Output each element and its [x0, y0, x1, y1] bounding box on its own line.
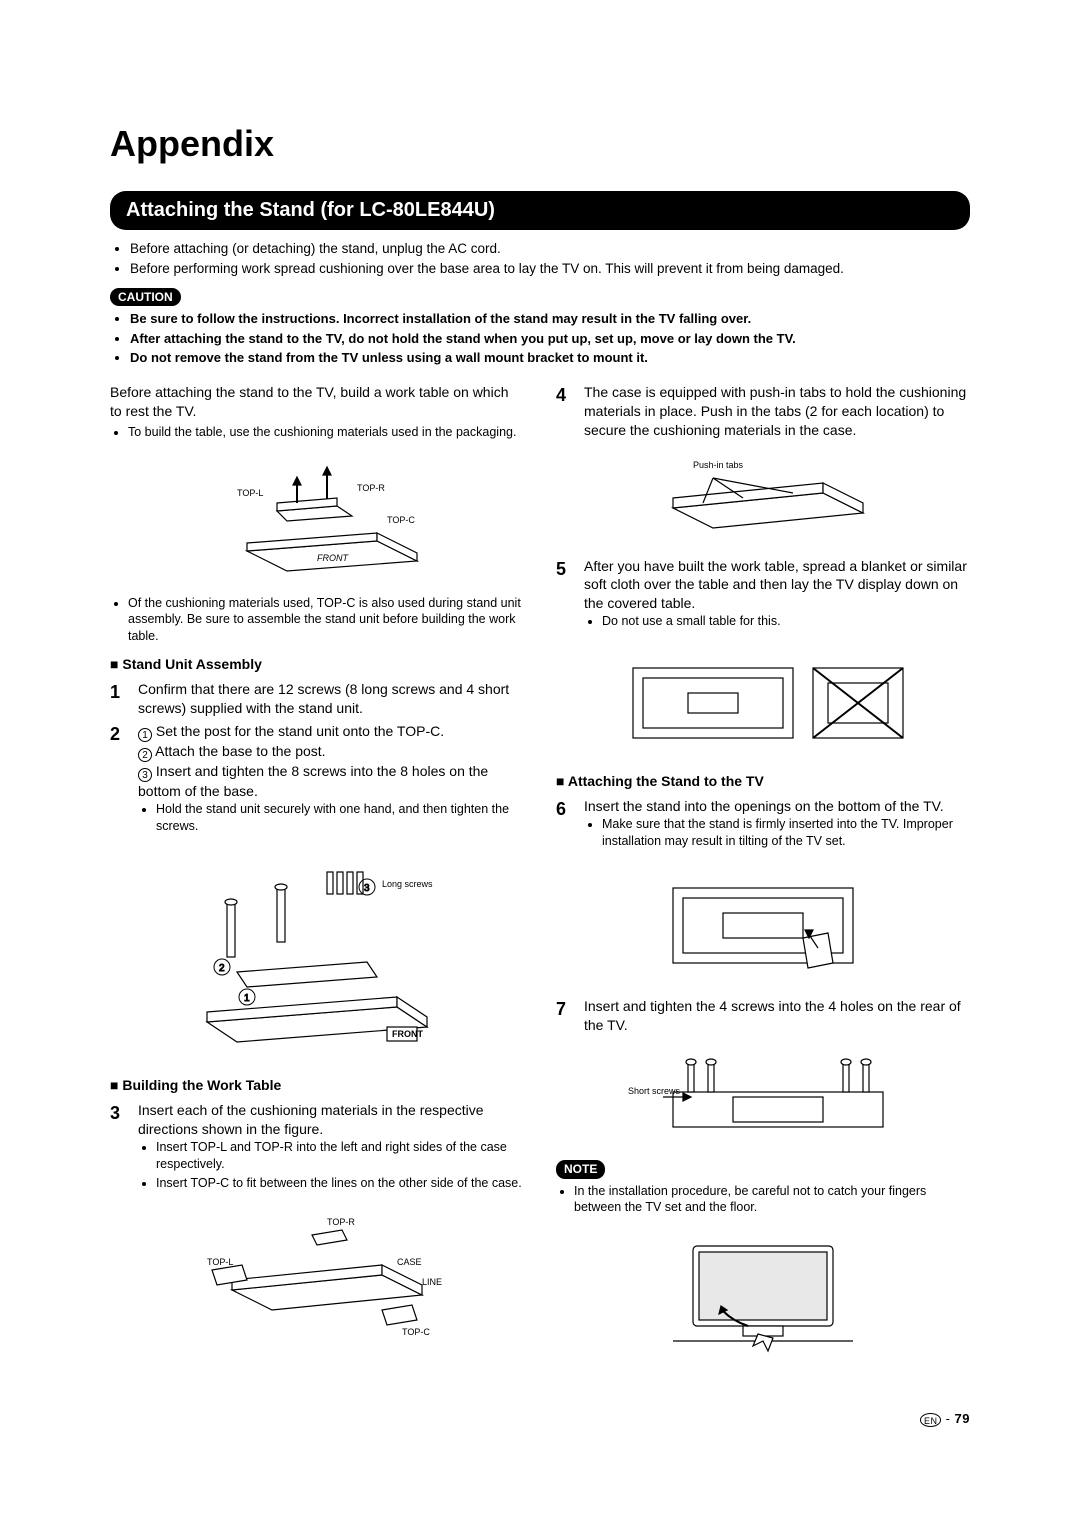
fig-label: CASE: [397, 1257, 422, 1267]
fig-label: LINE: [422, 1277, 442, 1287]
caution-badge: CAUTION: [110, 288, 181, 306]
step-text: 2 Attach the base to the post.: [138, 742, 524, 762]
list-item: Do not remove the stand from the TV unle…: [130, 349, 970, 367]
section-heading: Attaching the Stand (for LC-80LE844U): [110, 191, 970, 230]
step-3: 3 Insert each of the cushioning material…: [110, 1101, 524, 1201]
figure-insert-stand: [556, 868, 970, 983]
list-item: Of the cushioning materials used, TOP-C …: [128, 595, 524, 646]
figure-tv-fingers: [556, 1226, 970, 1356]
paragraph: Before attaching the stand to the TV, bu…: [110, 383, 524, 421]
step-number: 7: [556, 997, 574, 1021]
step-number: 4: [556, 383, 574, 407]
list-item: To build the table, use the cushioning m…: [128, 424, 524, 441]
step-5: 5 After you have built the work table, s…: [556, 557, 970, 641]
list-item: Before performing work spread cushioning…: [130, 260, 970, 278]
note-bullets: In the installation procedure, be carefu…: [556, 1183, 970, 1217]
figure-build-table: TOP-L TOP-R TOP-C CASE LINE: [110, 1210, 524, 1340]
lang-badge: EN: [920, 1413, 942, 1427]
note-badge: NOTE: [556, 1160, 605, 1178]
sub-bullets: Insert TOP-L and TOP-R into the left and…: [138, 1139, 524, 1192]
heading-assembly: Stand Unit Assembly: [110, 655, 524, 674]
figure-tv-down: [556, 648, 970, 758]
step-1: 1 Confirm that there are 12 screws (8 lo…: [110, 680, 524, 718]
step-text: Insert the stand into the openings on th…: [584, 797, 970, 816]
step-number: 2: [110, 722, 128, 746]
step-text: Insert and tighten the 4 screws into the…: [584, 997, 970, 1035]
heading-attach: Attaching the Stand to the TV: [556, 772, 970, 791]
fig-label: Push-in tabs: [693, 460, 744, 470]
figure-screws: Short screws: [556, 1042, 970, 1142]
svg-text:1: 1: [244, 993, 250, 1004]
caution-list: Be sure to follow the instructions. Inco…: [110, 310, 970, 367]
step-2: 2 1 Set the post for the stand unit onto…: [110, 722, 524, 845]
step-subtext: Set the post for the stand unit onto the…: [156, 723, 444, 739]
figure-pushin-tabs: Push-in tabs: [556, 448, 970, 543]
page-title: Appendix: [110, 120, 970, 169]
list-item: After attaching the stand to the TV, do …: [130, 330, 970, 348]
list-item: Insert TOP-L and TOP-R into the left and…: [156, 1139, 524, 1173]
svg-text:2: 2: [219, 963, 225, 974]
list-item: Before attaching (or detaching) the stan…: [130, 240, 970, 258]
step-text: Insert each of the cushioning materials …: [138, 1101, 524, 1139]
step-7: 7 Insert and tighten the 4 screws into t…: [556, 997, 970, 1035]
list-item: Be sure to follow the instructions. Inco…: [130, 310, 970, 328]
sub-bullets: To build the table, use the cushioning m…: [110, 424, 524, 441]
step-subtext: Attach the base to the post.: [155, 743, 325, 759]
step-text: 1 Set the post for the stand unit onto t…: [138, 722, 524, 742]
list-item: In the installation procedure, be carefu…: [574, 1183, 970, 1217]
step-text: 3 Insert and tighten the 8 screws into t…: [138, 762, 524, 801]
step-6: 6 Insert the stand into the openings on …: [556, 797, 970, 860]
step-text: After you have built the work table, spr…: [584, 557, 970, 614]
step-subtext: Insert and tighten the 8 screws into the…: [138, 763, 488, 799]
list-item: Insert TOP-C to fit between the lines on…: [156, 1175, 524, 1192]
step-number: 5: [556, 557, 574, 581]
step-number: 1: [110, 680, 128, 704]
intro-bullets: Before attaching (or detaching) the stan…: [110, 240, 970, 278]
fig-label: TOP-C: [402, 1327, 430, 1337]
list-item: Hold the stand unit securely with one ha…: [156, 801, 524, 835]
page-number: EN - 79: [110, 1410, 970, 1428]
step-4: 4 The case is equipped with push-in tabs…: [556, 383, 970, 440]
left-column: Before attaching the stand to the TV, bu…: [110, 383, 524, 1370]
fig-label: TOP-R: [357, 483, 385, 493]
page-num: 79: [955, 1411, 970, 1426]
step-text: The case is equipped with push-in tabs t…: [584, 383, 970, 440]
sub-bullets: Hold the stand unit securely with one ha…: [138, 801, 524, 835]
fig-label: FRONT: [392, 1029, 423, 1039]
list-item: Make sure that the stand is firmly inser…: [602, 816, 970, 850]
fig-label: TOP-R: [327, 1217, 355, 1227]
sub-bullets: Of the cushioning materials used, TOP-C …: [110, 595, 524, 646]
fig-label: Long screws: [382, 879, 433, 889]
step-number: 6: [556, 797, 574, 821]
fig-label: FRONT: [317, 553, 349, 563]
fig-label: TOP-L: [207, 1257, 233, 1267]
figure-stand-assembly: FRONT Long screws 1 2 3: [110, 852, 524, 1062]
fig-label: Short screws: [628, 1086, 681, 1096]
step-text: Confirm that there are 12 screws (8 long…: [138, 680, 524, 718]
fig-label: TOP-L: [237, 488, 263, 498]
list-item: Do not use a small table for this.: [602, 613, 970, 630]
sub-bullets: Do not use a small table for this.: [584, 613, 970, 630]
heading-building: Building the Work Table: [110, 1076, 524, 1095]
figure-cushion-base: TOP-L TOP-R TOP-C FRONT: [110, 451, 524, 581]
svg-text:3: 3: [364, 883, 370, 894]
step-number: 3: [110, 1101, 128, 1125]
right-column: 4 The case is equipped with push-in tabs…: [556, 383, 970, 1370]
sub-bullets: Make sure that the stand is firmly inser…: [584, 816, 970, 850]
fig-label: TOP-C: [387, 515, 415, 525]
